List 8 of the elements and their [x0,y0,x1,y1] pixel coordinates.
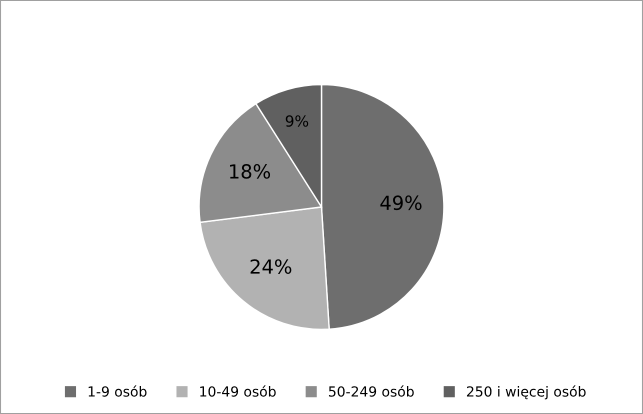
legend-label: 1-9 osób [88,385,147,397]
legend-label: 10-49 osób [200,385,276,397]
data-label: 18% [230,164,270,179]
data-label: 9% [286,115,308,127]
legend-label: 250 i więcej osób [466,385,586,400]
data-label: 24% [250,259,292,274]
data-label: 49% [380,195,422,210]
legend-label: 50-249 osób [328,385,414,397]
